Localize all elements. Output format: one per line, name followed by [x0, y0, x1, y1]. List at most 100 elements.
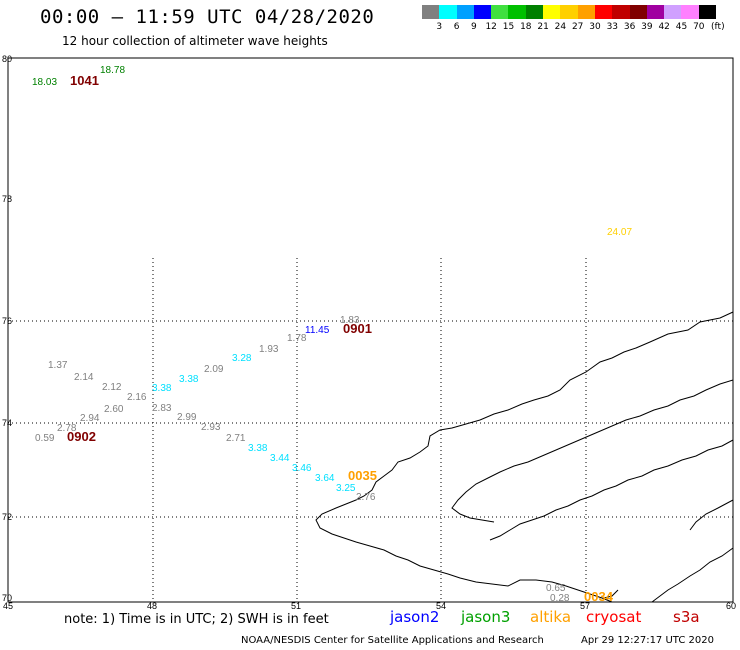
legend-label: 24	[554, 22, 567, 32]
map-subtitle: 12 hour collection of altimeter wave hei…	[62, 34, 328, 48]
wave-height-label: 0.59	[35, 433, 55, 444]
legend-swatch	[698, 5, 717, 19]
legend-label: 36	[623, 22, 636, 32]
longitude-label: 45	[3, 601, 13, 611]
latitude-label: 80	[2, 54, 12, 64]
footer-note: note: 1) Time is in UTC; 2) SWH is in fe…	[64, 612, 329, 627]
satellite-altika: altika	[530, 608, 572, 626]
legend-label: 27	[571, 22, 584, 32]
latitude-label: 78	[2, 194, 12, 204]
wave-height-label: 24.07	[607, 227, 632, 238]
wave-height-label: 2.76	[356, 492, 376, 503]
wave-height-label: 0.28	[550, 593, 570, 604]
wave-height-label: 1.37	[48, 360, 68, 371]
color-legend-labels: 3 6 9 12 15 18 21 24 27 30 33 36 39 42 45 70 (ft)	[422, 22, 740, 34]
legend-swatch	[473, 5, 492, 19]
legend-unit: (ft)	[711, 22, 725, 32]
wave-height-label: 0035	[348, 468, 377, 483]
satellite-cryosat: cryosat	[586, 608, 642, 626]
wave-height-label: 3.38	[248, 443, 268, 454]
legend-swatch	[629, 5, 647, 19]
map-title: 00:00 – 11:59 UTC 04/28/2020	[40, 6, 375, 28]
wave-height-label: 2.60	[104, 404, 124, 415]
wave-height-label: 18.78	[100, 65, 125, 76]
legend-swatch	[543, 5, 561, 19]
longitude-label: 51	[291, 601, 301, 611]
legend-swatch	[681, 5, 699, 19]
wave-height-label: 0901	[343, 321, 372, 336]
legend-swatch	[560, 5, 578, 19]
latitude-label: 72	[2, 512, 12, 522]
legend-label: 18	[520, 22, 532, 32]
wave-height-label: 3.44	[270, 453, 290, 464]
latitude-label: 70	[2, 593, 12, 603]
longitude-label: 54	[436, 601, 446, 611]
legend-swatch	[525, 5, 544, 19]
wave-height-label: 0902	[67, 429, 96, 444]
legend-label: 33	[606, 22, 619, 32]
timestamp-text: Apr 29 12:27:17 UTC 2020	[581, 635, 714, 646]
wave-height-label: 3.25	[336, 483, 356, 494]
longitude-label: 60	[726, 601, 736, 611]
legend-label: 9	[471, 22, 477, 32]
wave-height-label: 2.09	[204, 364, 224, 375]
wave-height-label: 2.71	[226, 433, 246, 444]
coastline	[315, 311, 734, 603]
longitude-labels: 45 48 51 54 57 60	[3, 601, 736, 611]
legend-swatch	[594, 5, 613, 19]
legend-label: 30	[589, 22, 601, 32]
wave-height-label: 1041	[70, 73, 99, 88]
wave-height-label: 3.64	[315, 473, 335, 484]
wave-height-label: 2.12	[102, 382, 122, 393]
wave-height-observations: 18.78 18.03 1041 24.07 1.83 11.45 0901 1.78 1.93…	[32, 65, 632, 604]
wave-height-label: 1.78	[287, 333, 307, 344]
latitude-label: 76	[2, 316, 12, 326]
legend-swatch	[664, 5, 682, 19]
legend-swatch	[422, 5, 440, 19]
legend-swatch	[439, 5, 457, 19]
wave-height-label: 18.03	[32, 77, 57, 88]
legend-swatch	[612, 5, 630, 19]
legend-label: 12	[485, 22, 497, 32]
satellite-jason2: jason2	[390, 608, 440, 626]
legend-swatch	[646, 5, 665, 19]
satellite-jason3: jason3	[461, 608, 511, 626]
wave-height-label: 2.16	[127, 392, 147, 403]
latitude-label: 74	[2, 418, 12, 428]
map-frame	[7, 57, 734, 603]
wave-height-label: 2.14	[74, 372, 94, 383]
wave-height-label: 3.38	[179, 374, 199, 385]
legend-label: 15	[502, 22, 515, 32]
wave-height-label: 2.94	[80, 413, 100, 424]
legend-label: 21	[537, 22, 549, 32]
wave-height-label: 0.65	[546, 583, 566, 594]
wave-height-label: 0034	[584, 589, 614, 604]
color-legend-bar	[422, 5, 717, 19]
wave-height-label: 11.45	[305, 325, 330, 336]
wave-height-label: 2.83	[152, 403, 172, 414]
legend-swatch	[491, 5, 509, 19]
longitude-label: 57	[580, 601, 590, 611]
wave-height-label: 3.46	[292, 463, 312, 474]
satellite-s3a: s3a	[673, 608, 700, 626]
legend-label: 6	[453, 22, 460, 32]
legend-swatch	[456, 5, 474, 19]
legend-label: 70	[693, 22, 705, 32]
legend-label: 45	[675, 22, 688, 32]
legend-label: 39	[641, 22, 653, 32]
wave-height-label: 1.83	[340, 315, 360, 326]
wave-height-label: 3.38	[152, 383, 172, 394]
latitude-labels: 80 78 76 74 72 70	[2, 54, 12, 603]
credit-text: NOAA/NESDIS Center for Satellite Applica…	[241, 635, 544, 646]
legend-label: 3	[436, 22, 443, 32]
wave-height-label: 2.78	[57, 423, 77, 434]
latitude-gridlines	[8, 320, 733, 518]
legend-label: 42	[658, 22, 670, 32]
wave-height-label: 1.93	[259, 344, 279, 355]
longitude-label: 48	[147, 601, 157, 611]
legend-swatch	[577, 5, 595, 19]
wave-height-label: 2.99	[177, 412, 197, 423]
wave-height-label: 2.93	[201, 422, 221, 433]
legend-swatch	[508, 5, 526, 19]
